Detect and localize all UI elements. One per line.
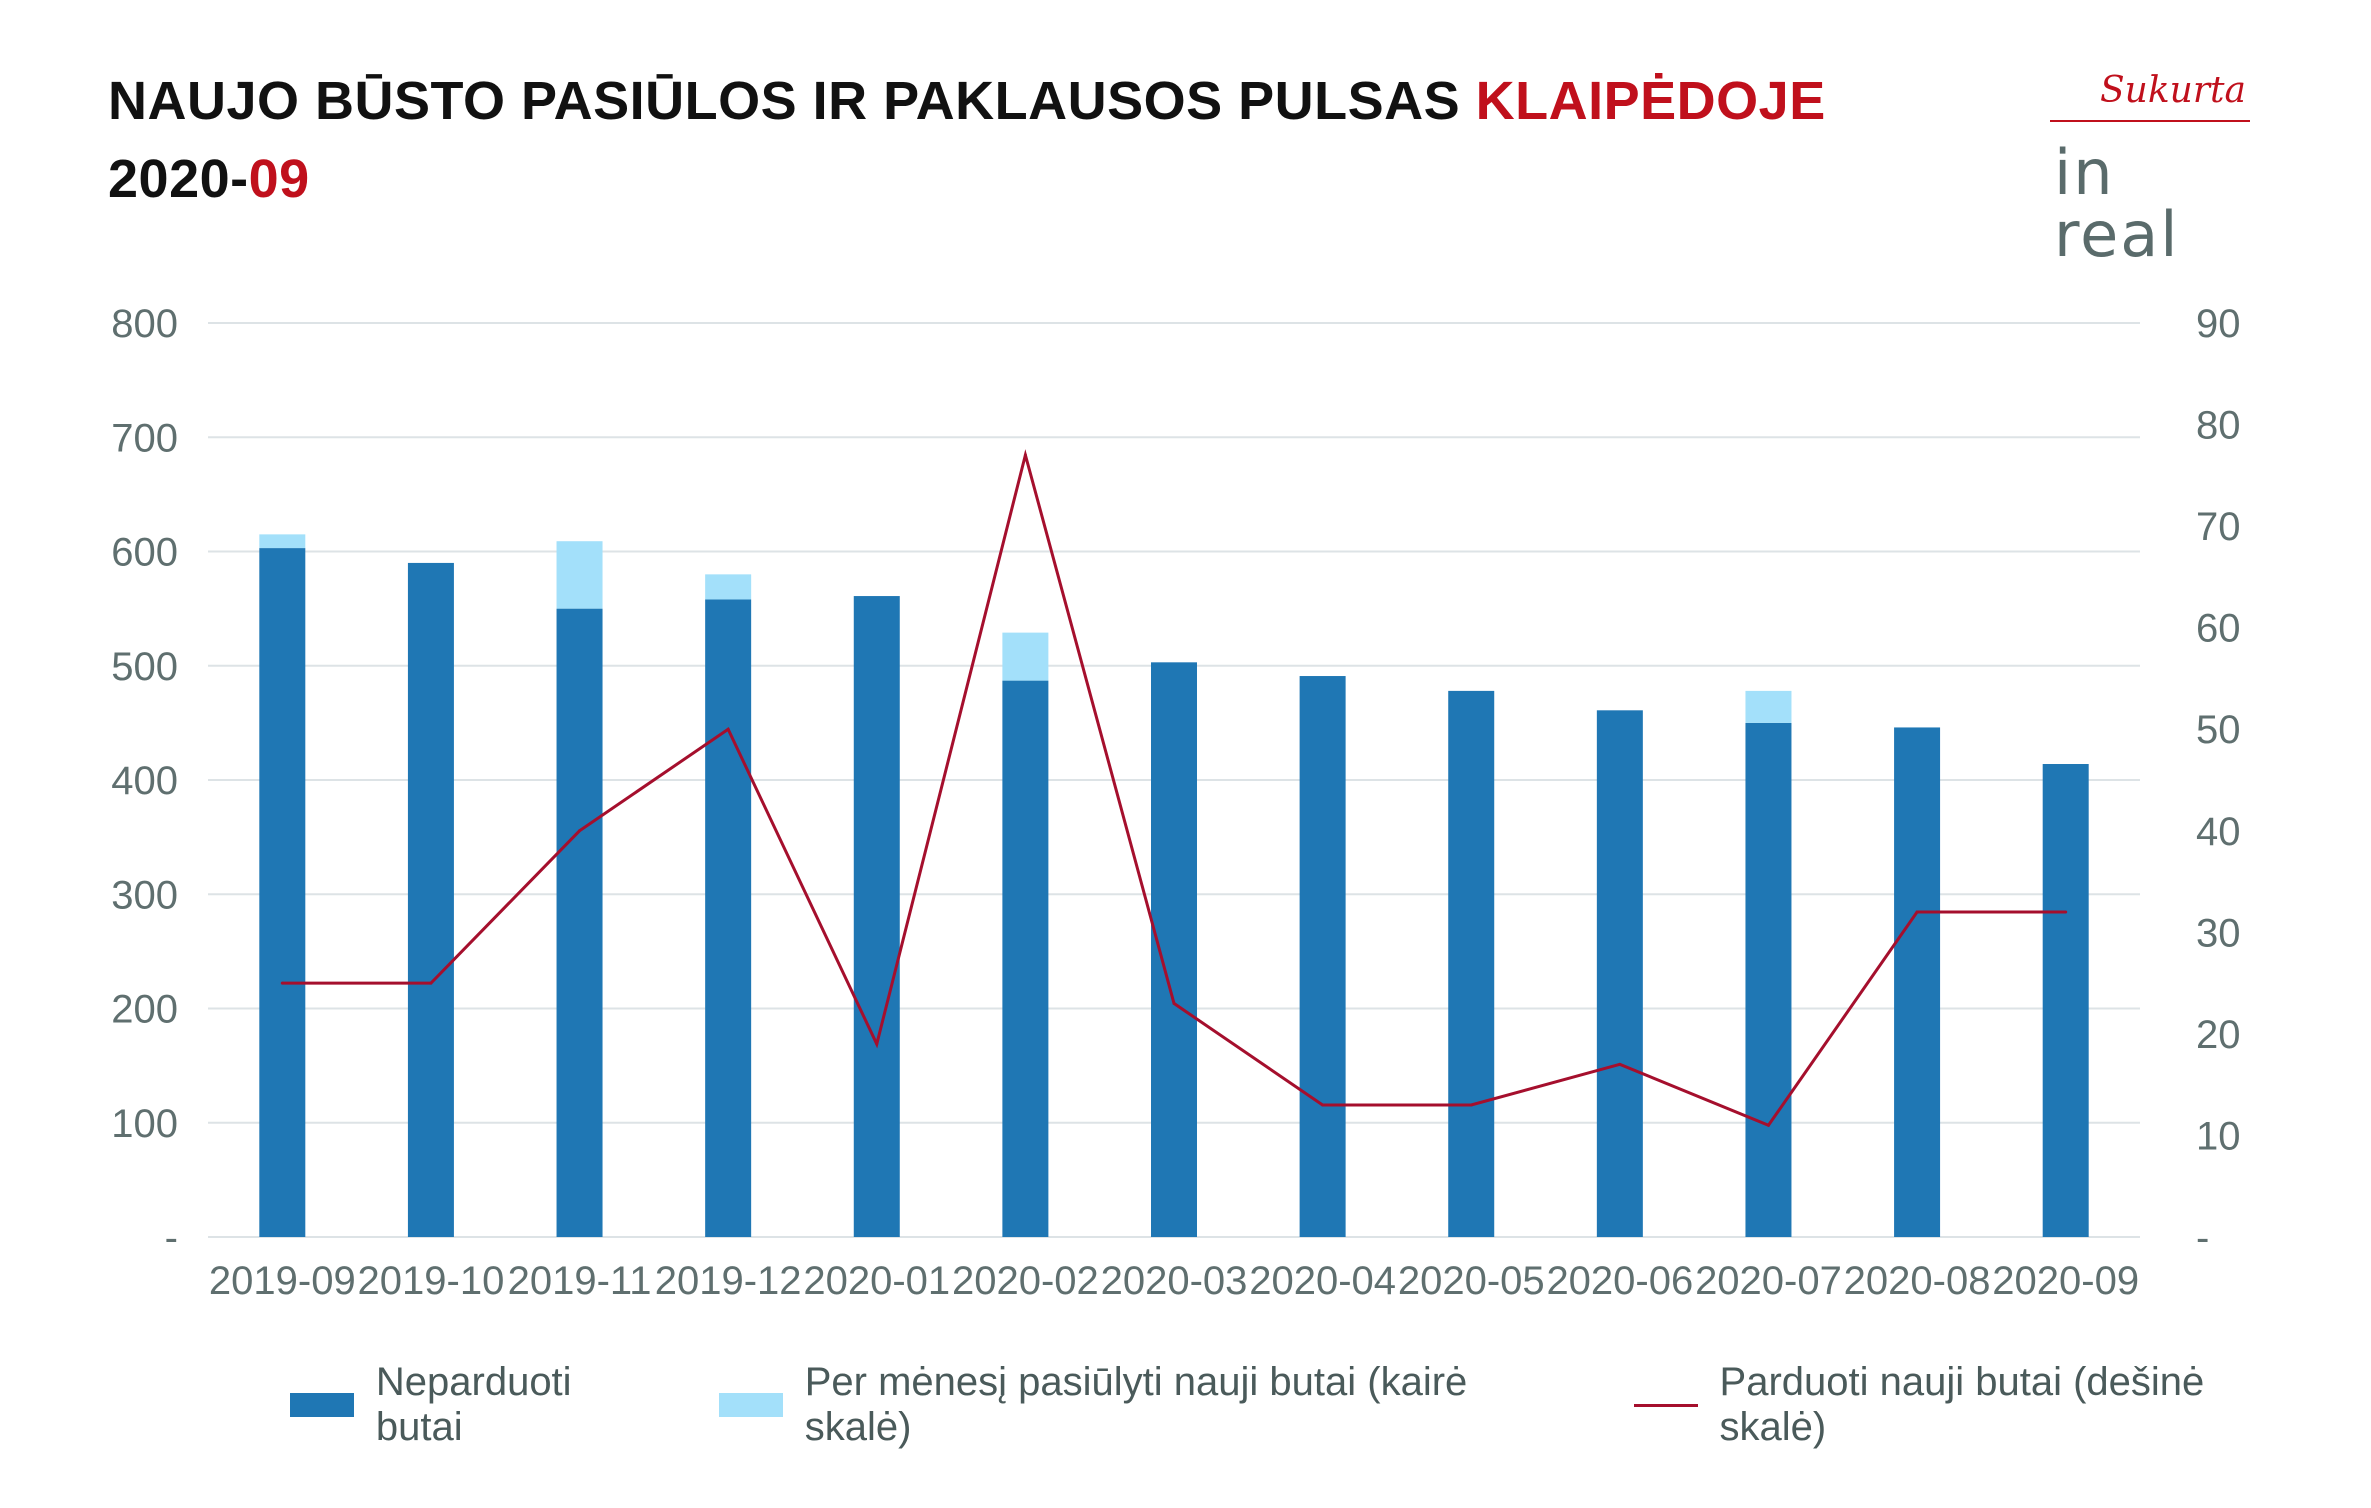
sold-line-point xyxy=(1469,1103,1473,1107)
right-tick-label: 10 xyxy=(2196,1114,2241,1158)
legend-item-sold: Parduoti nauji butai (dešinė skalė) xyxy=(1633,1360,2321,1450)
left-tick-label: 600 xyxy=(111,531,178,575)
sold-line-point xyxy=(280,981,284,985)
left-tick-label: 500 xyxy=(111,645,178,689)
sold-line-point xyxy=(1915,910,1919,914)
legend-swatch-new-offered xyxy=(718,1393,783,1417)
x-tick-label: 2020-08 xyxy=(1844,1259,1991,1303)
left-tick-label: 300 xyxy=(111,873,178,917)
bar-unsold xyxy=(705,599,752,1237)
bar-unsold xyxy=(1745,722,1792,1237)
bar-unsold xyxy=(259,548,306,1237)
left-tick-label: 100 xyxy=(111,1102,178,1146)
bar-unsold xyxy=(1299,676,1346,1237)
bar-new-offered xyxy=(705,574,752,600)
logo-script-text: Sukurta xyxy=(2100,70,2246,111)
right-tick-label: 40 xyxy=(2196,810,2241,854)
bars-layer xyxy=(259,534,2089,1237)
bar-new-offered xyxy=(1002,632,1049,681)
logo-underline xyxy=(2050,120,2250,122)
left-tick-label: 200 xyxy=(111,988,178,1032)
bar-unsold xyxy=(407,562,454,1237)
bar-unsold xyxy=(2042,764,2089,1237)
legend-label-unsold: Neparduoti butai xyxy=(375,1360,572,1449)
left-tick-label: - xyxy=(165,1216,178,1260)
sold-line-point xyxy=(1321,1103,1325,1107)
sold-line-point xyxy=(1766,1123,1770,1127)
sold-line-point xyxy=(2064,910,2068,914)
sold-line-point xyxy=(429,981,433,985)
sold-line-point xyxy=(875,1042,879,1046)
right-tick-label: - xyxy=(2196,1216,2209,1260)
bar-new-offered xyxy=(556,541,603,609)
sold-line-point xyxy=(726,727,730,731)
right-tick-label: 60 xyxy=(2196,607,2241,651)
right-tick-label: 50 xyxy=(2196,708,2241,752)
logo-brand-text: in real xyxy=(2054,136,2180,271)
right-tick-label: 30 xyxy=(2196,911,2241,955)
title-line-2-main: 2020- xyxy=(108,149,249,209)
legend-item-unsold: Neparduoti butai xyxy=(290,1360,669,1450)
x-tick-label: 2019-09 xyxy=(209,1259,356,1303)
right-tick-label: 70 xyxy=(2196,505,2241,549)
left-axis-ticks: - 100 200 300 400 500 600 700 800 xyxy=(111,302,178,1260)
title-line-1: NAUJO BŪSTO PASIŪLOS IR PAKLAUSOS PULSAS… xyxy=(108,62,1826,140)
left-tick-label: 700 xyxy=(111,416,178,460)
right-tick-label: 80 xyxy=(2196,404,2241,448)
x-tick-label: 2020-07 xyxy=(1695,1259,1842,1303)
left-tick-label: 400 xyxy=(111,759,178,803)
legend-label-sold: Parduoti nauji butai (dešinė skalė) xyxy=(1719,1360,2205,1449)
x-tick-label: 2019-11 xyxy=(508,1259,652,1303)
x-tick-label: 2020-03 xyxy=(1101,1259,1248,1303)
line-layer xyxy=(280,449,2068,1128)
title-line-2-accent: 09 xyxy=(248,149,310,209)
x-tick-label: 2019-10 xyxy=(358,1259,505,1303)
x-tick-label: 2020-09 xyxy=(1992,1259,2139,1303)
bar-unsold xyxy=(1002,680,1049,1237)
sold-line-point xyxy=(578,829,582,833)
legend-swatch-unsold xyxy=(290,1393,354,1417)
inreal-logo: Sukurta in real xyxy=(2040,70,2260,266)
sold-line-point xyxy=(1618,1062,1622,1066)
chart-title: NAUJO BŪSTO PASIŪLOS IR PAKLAUSOS PULSAS… xyxy=(108,62,1826,218)
right-axis-ticks: - 10 20 30 40 50 60 70 80 90 xyxy=(2196,302,2241,1260)
left-tick-label: 800 xyxy=(111,302,178,346)
sold-line-point xyxy=(1172,1001,1176,1005)
title-line-2: 2020-09 xyxy=(108,140,1826,218)
x-axis-labels: 2019-09 2019-10 2019-11 2019-12 2020-01 2020-… xyxy=(209,1259,2139,1303)
x-tick-label: 2020-04 xyxy=(1249,1259,1396,1303)
x-tick-label: 2020-06 xyxy=(1546,1259,1693,1303)
title-line-1-accent: KLAIPĖDOJE xyxy=(1475,71,1826,131)
right-tick-label: 20 xyxy=(2196,1013,2241,1057)
right-tick-label: 90 xyxy=(2196,302,2241,346)
legend-label-new-offered: Per mėnesį pasiūlyti nauji butai (kairė … xyxy=(804,1360,1468,1449)
x-tick-label: 2019-12 xyxy=(655,1259,802,1303)
bar-unsold xyxy=(1448,690,1495,1237)
chart-legend: Neparduoti butai Per mėnesį pasiūlyti na… xyxy=(290,1360,2371,1450)
x-tick-label: 2020-01 xyxy=(803,1259,950,1303)
legend-item-new-offered: Per mėnesį pasiūlyti nauji butai (kairė … xyxy=(718,1360,1584,1450)
legend-swatch-sold xyxy=(1633,1403,1698,1407)
bar-unsold xyxy=(556,608,603,1237)
bar-unsold xyxy=(853,596,900,1237)
sold-line-point xyxy=(1023,453,1027,457)
bar-unsold xyxy=(1894,727,1941,1237)
bar-unsold xyxy=(1596,710,1643,1237)
x-tick-label: 2020-05 xyxy=(1398,1259,1545,1303)
bar-new-offered xyxy=(1745,690,1792,723)
bar-new-offered xyxy=(259,534,306,549)
x-tick-label: 2020-02 xyxy=(952,1259,1099,1303)
title-line-1-main: NAUJO BŪSTO PASIŪLOS IR PAKLAUSOS PULSAS xyxy=(108,71,1476,131)
